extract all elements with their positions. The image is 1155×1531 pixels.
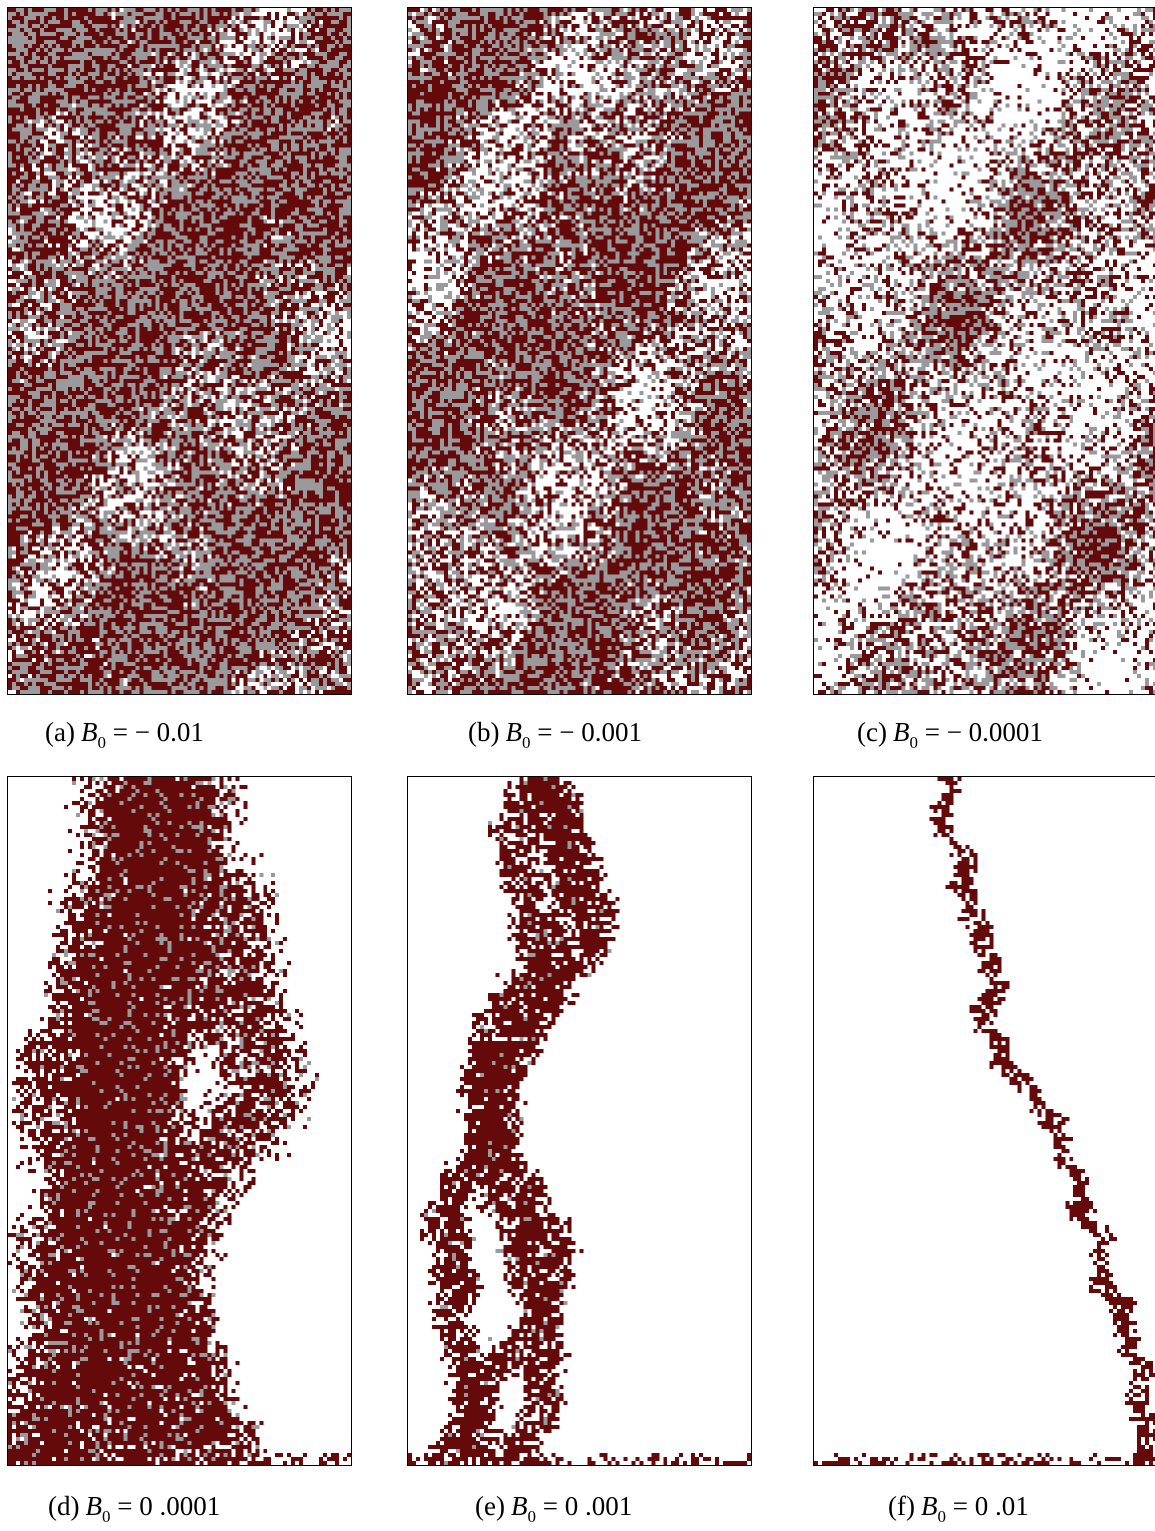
cluster-image-b xyxy=(408,8,751,694)
cluster-panel-b xyxy=(407,7,752,695)
caption-value: = 0 .01 xyxy=(952,1491,1029,1521)
caption-subscript: 0 xyxy=(101,1507,111,1527)
caption-subscript: 0 xyxy=(937,1507,946,1527)
caption-d: (d) B0 = 0 .0001 xyxy=(48,1491,220,1526)
cluster-image-a xyxy=(8,8,351,694)
caption-b: (b) B0 = − 0.001 xyxy=(468,717,642,752)
cluster-image-f xyxy=(814,777,1155,1465)
caption-value: = − 0.01 xyxy=(112,717,204,747)
caption-subscript: 0 xyxy=(909,733,918,753)
caption-value: = 0 .0001 xyxy=(117,1491,221,1521)
caption-subscript: 0 xyxy=(521,733,531,753)
caption-value: = 0 .001 xyxy=(542,1491,633,1521)
cluster-panel-d xyxy=(7,776,352,1466)
caption-value: = − 0.0001 xyxy=(924,717,1043,747)
cluster-panel-f xyxy=(813,776,1155,1466)
caption-symbol: B xyxy=(892,717,910,747)
caption-symbol: B xyxy=(510,1491,528,1521)
caption-tag: (f) xyxy=(888,1491,915,1521)
caption-f: (f) B0 = 0 .01 xyxy=(888,1491,1029,1526)
caption-e: (e) B0 = 0 .001 xyxy=(475,1491,632,1526)
cluster-panel-a xyxy=(7,7,352,695)
cluster-image-d xyxy=(8,777,351,1465)
caption-tag: (c) xyxy=(857,717,887,747)
caption-a: (a) B0 = − 0.01 xyxy=(45,717,204,752)
caption-tag: (e) xyxy=(475,1491,505,1521)
cluster-panel-c xyxy=(813,7,1155,695)
cluster-panel-e xyxy=(407,776,752,1466)
caption-c: (c) B0 = − 0.0001 xyxy=(857,717,1043,752)
caption-symbol: B xyxy=(505,717,522,747)
caption-symbol: B xyxy=(80,717,98,747)
cluster-image-e xyxy=(408,777,751,1465)
caption-subscript: 0 xyxy=(97,733,106,753)
caption-value: = − 0.001 xyxy=(537,717,642,747)
caption-tag: (d) xyxy=(48,1491,80,1521)
cluster-image-c xyxy=(814,8,1155,694)
caption-symbol: B xyxy=(85,1491,102,1521)
caption-tag: (a) xyxy=(45,717,75,747)
caption-subscript: 0 xyxy=(527,1507,536,1527)
caption-tag: (b) xyxy=(468,717,500,747)
caption-symbol: B xyxy=(920,1491,938,1521)
